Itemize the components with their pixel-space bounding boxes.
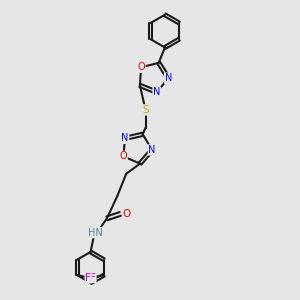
- Text: S: S: [142, 105, 149, 115]
- Text: O: O: [137, 62, 145, 72]
- Text: N: N: [153, 87, 160, 97]
- Text: F: F: [90, 272, 96, 283]
- Text: HN: HN: [88, 228, 102, 238]
- Text: N: N: [165, 73, 172, 83]
- Text: O: O: [123, 209, 131, 219]
- Text: F: F: [85, 272, 91, 283]
- Text: O: O: [119, 152, 127, 161]
- Text: N: N: [148, 145, 156, 155]
- Text: N: N: [121, 133, 129, 143]
